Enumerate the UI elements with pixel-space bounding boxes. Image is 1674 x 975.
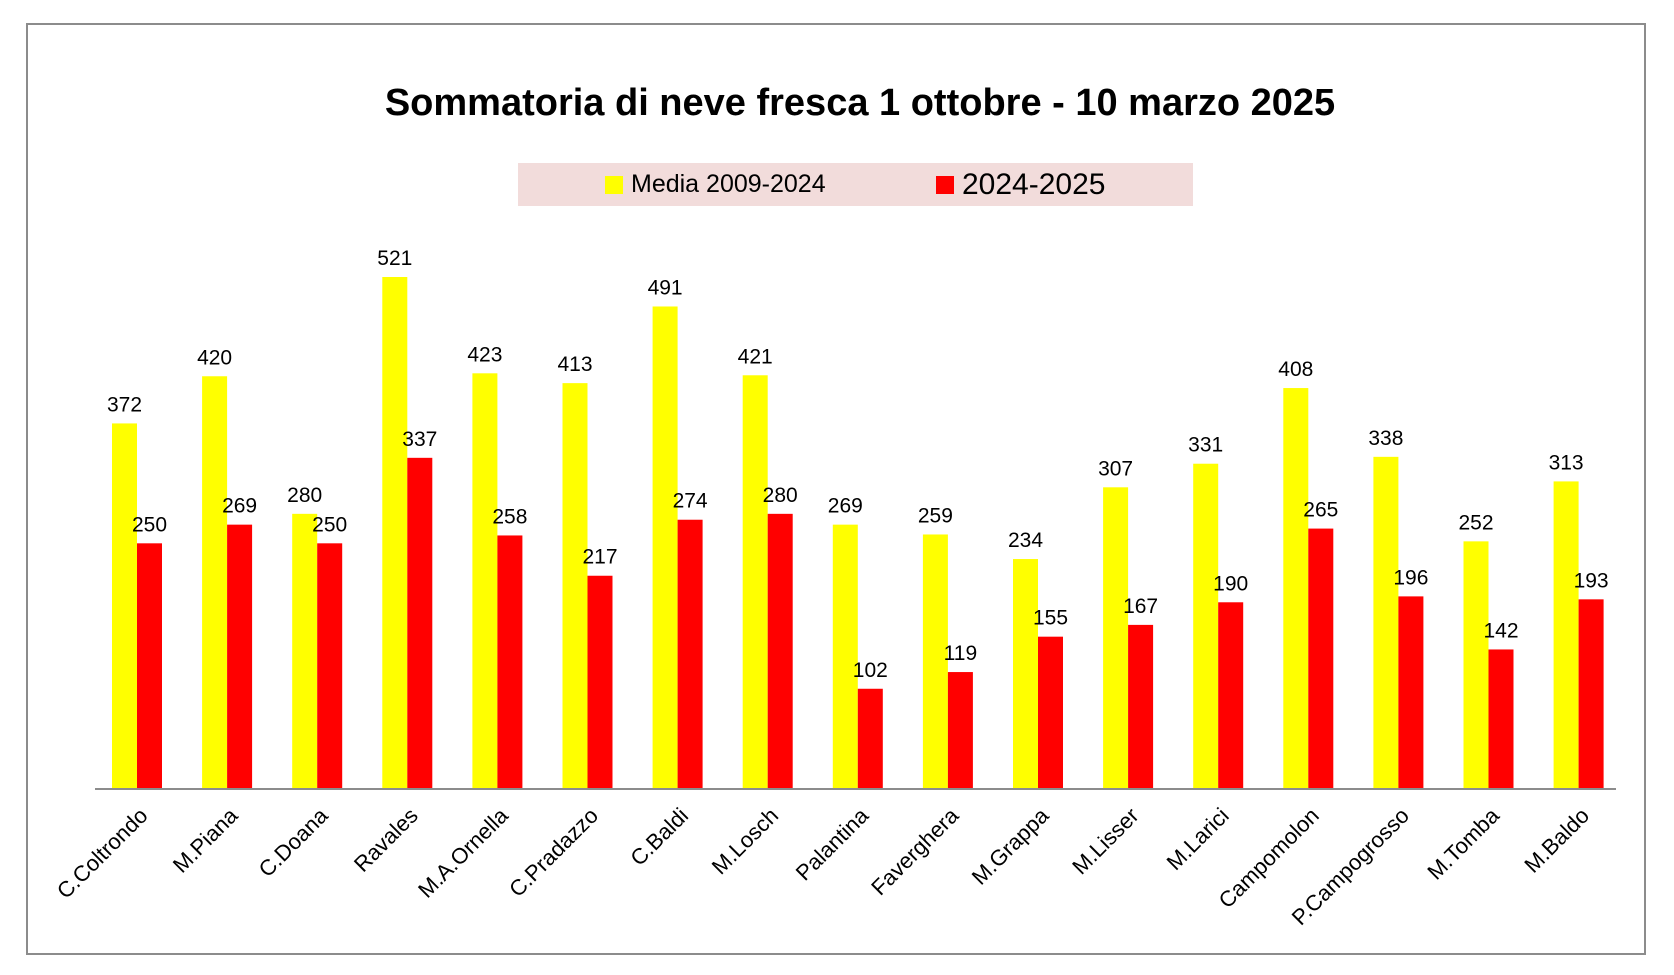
bar-current-10 bbox=[1038, 636, 1063, 789]
bar-media-3 bbox=[382, 277, 408, 789]
x-tick-label-11: M.Lisser bbox=[1067, 803, 1143, 879]
bar-current-3 bbox=[407, 457, 433, 789]
data-label-current-16: 193 bbox=[1574, 569, 1609, 592]
bar-media-8 bbox=[832, 524, 858, 789]
x-tick-label-12: M.Larici bbox=[1162, 803, 1234, 875]
data-label-media-0: 372 bbox=[107, 393, 142, 416]
data-label-current-0: 250 bbox=[132, 513, 167, 536]
legend-item-media: Media 2009-2024 bbox=[605, 163, 826, 206]
bar-media-13 bbox=[1283, 388, 1309, 789]
bar-current-8 bbox=[857, 688, 883, 789]
data-label-media-16: 313 bbox=[1549, 451, 1584, 474]
data-label-media-4: 423 bbox=[467, 343, 502, 366]
data-label-current-5: 217 bbox=[582, 546, 617, 569]
data-label-current-10: 155 bbox=[1033, 607, 1068, 630]
data-label-media-9: 259 bbox=[918, 504, 953, 527]
bar-current-14 bbox=[1398, 596, 1424, 789]
x-tick-label-15: M.Tomba bbox=[1422, 802, 1504, 884]
data-label-media-10: 234 bbox=[1008, 529, 1043, 552]
bar-media-5 bbox=[562, 383, 588, 789]
data-label-media-1: 420 bbox=[197, 346, 232, 369]
data-label-current-3: 337 bbox=[402, 428, 437, 451]
bar-current-11 bbox=[1128, 624, 1154, 789]
x-tick-label-10: M.Grappa bbox=[967, 802, 1054, 889]
bar-media-0 bbox=[112, 423, 137, 789]
legend-label-current: 2024-2025 bbox=[962, 167, 1106, 201]
data-label-current-15: 142 bbox=[1483, 619, 1518, 642]
x-tick-label-6: C.Baldi bbox=[625, 803, 693, 871]
bar-current-12 bbox=[1218, 602, 1244, 789]
bar-media-7 bbox=[742, 375, 768, 789]
legend-label-media: Media 2009-2024 bbox=[631, 170, 826, 198]
bar-current-15 bbox=[1488, 649, 1514, 789]
bar-media-9 bbox=[922, 534, 948, 789]
bar-media-1 bbox=[202, 376, 228, 789]
bar-current-5 bbox=[587, 575, 613, 789]
data-label-media-3: 521 bbox=[377, 247, 412, 270]
bar-media-15 bbox=[1463, 541, 1489, 789]
bar-media-12 bbox=[1193, 463, 1219, 789]
data-label-current-11: 167 bbox=[1123, 595, 1158, 618]
bar-current-13 bbox=[1308, 528, 1334, 789]
data-label-current-13: 265 bbox=[1303, 499, 1338, 522]
x-tick-label-3: Ravales bbox=[349, 803, 423, 877]
bar-media-10 bbox=[1013, 559, 1038, 789]
x-tick-label-1: M.Piana bbox=[168, 802, 243, 877]
data-label-media-12: 331 bbox=[1188, 434, 1223, 457]
x-tick-label-0: C.Coltrondo bbox=[52, 803, 153, 904]
bar-media-16 bbox=[1553, 481, 1579, 789]
data-label-current-6: 274 bbox=[673, 490, 708, 513]
bar-current-16 bbox=[1578, 599, 1604, 789]
chart-title: Sommatoria di neve fresca 1 ottobre - 10… bbox=[384, 82, 1336, 124]
bar-media-11 bbox=[1103, 487, 1129, 789]
x-tick-label-4: M.A.Ornella bbox=[413, 802, 513, 902]
legend-swatch-current bbox=[936, 175, 954, 194]
x-tick-label-7: M.Losch bbox=[707, 803, 783, 879]
bar-media-6 bbox=[652, 306, 678, 789]
x-tick-label-2: C.Doana bbox=[254, 802, 334, 882]
bar-current-0 bbox=[137, 543, 162, 789]
bar-current-1 bbox=[227, 524, 253, 789]
x-tick-label-8: Palantina bbox=[791, 802, 874, 885]
data-label-current-14: 196 bbox=[1393, 566, 1428, 589]
data-label-current-9: 119 bbox=[944, 642, 977, 665]
data-label-media-15: 252 bbox=[1458, 511, 1493, 534]
data-label-current-12: 190 bbox=[1213, 572, 1248, 595]
bar-media-2 bbox=[292, 513, 318, 789]
data-label-current-4: 258 bbox=[492, 505, 527, 528]
bar-current-9 bbox=[947, 672, 973, 789]
data-label-media-6: 491 bbox=[648, 276, 683, 299]
data-label-current-8: 102 bbox=[853, 659, 888, 682]
data-label-media-11: 307 bbox=[1098, 457, 1133, 480]
bar-media-14 bbox=[1373, 456, 1399, 789]
bar-media-4 bbox=[472, 373, 498, 789]
chart-legend: Media 2009-2024 2024-2025 bbox=[518, 163, 1193, 206]
legend-item-current: 2024-2025 bbox=[936, 163, 1105, 206]
data-label-current-7: 280 bbox=[763, 484, 798, 507]
data-label-current-1: 269 bbox=[222, 495, 257, 518]
data-label-media-8: 269 bbox=[828, 495, 863, 518]
data-label-media-13: 408 bbox=[1278, 358, 1313, 381]
data-label-media-14: 338 bbox=[1368, 427, 1403, 450]
bar-current-6 bbox=[677, 519, 703, 789]
bar-current-7 bbox=[767, 513, 793, 789]
x-tick-label-5: C.Pradazzo bbox=[504, 803, 603, 902]
data-label-current-2: 250 bbox=[312, 513, 347, 536]
data-label-media-5: 413 bbox=[557, 353, 592, 376]
x-tick-label-16: M.Baldo bbox=[1519, 803, 1594, 878]
bar-current-2 bbox=[317, 543, 343, 789]
data-label-media-7: 421 bbox=[738, 345, 773, 368]
x-tick-label-9: Faverghera bbox=[866, 802, 964, 900]
data-label-media-2: 280 bbox=[287, 484, 322, 507]
legend-swatch-media bbox=[605, 175, 623, 194]
bar-current-4 bbox=[497, 535, 523, 789]
